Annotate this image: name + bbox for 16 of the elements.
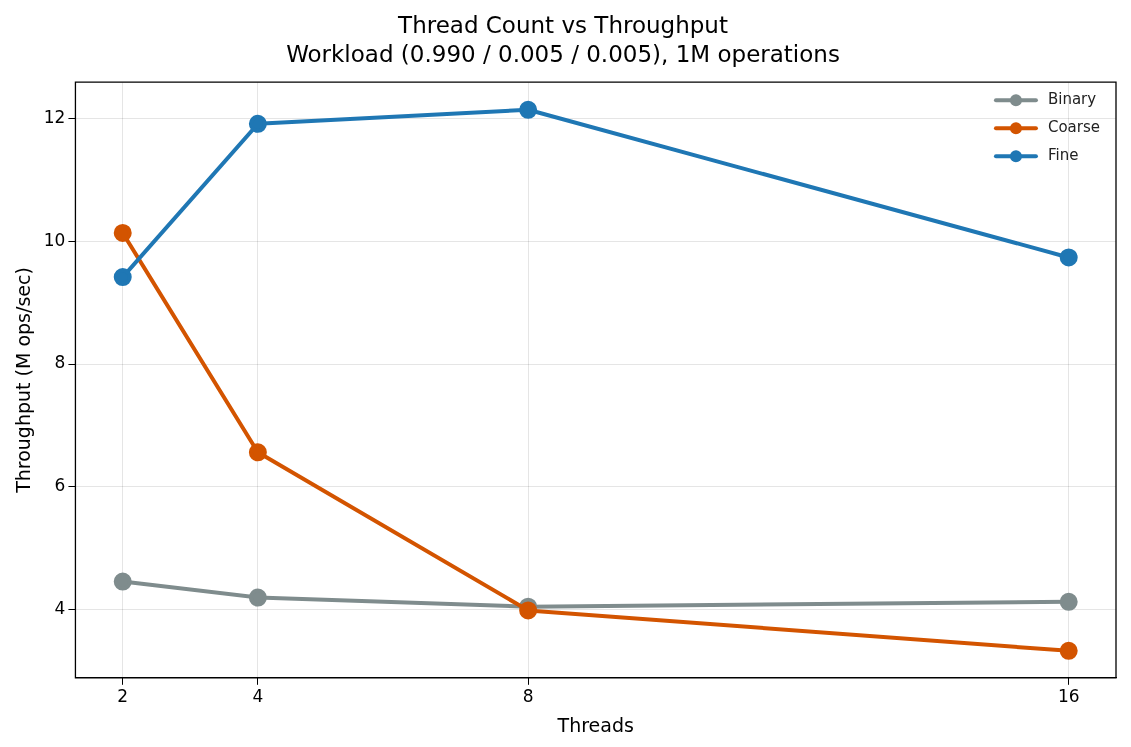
y-tick-label: 6 bbox=[54, 475, 66, 496]
chart-subtitle: Workload (0.990 / 0.005 / 0.005), 1M operations bbox=[286, 41, 840, 68]
y-tick-label: 4 bbox=[54, 597, 66, 618]
x-axis-title: Threads bbox=[556, 713, 634, 736]
legend-label: Binary bbox=[1047, 90, 1097, 109]
y-tick-label: 10 bbox=[43, 229, 66, 250]
x-tick-label: 4 bbox=[252, 686, 264, 707]
legend-label: Fine bbox=[1047, 146, 1079, 165]
y-axis-title: Throughput (M ops/sec) bbox=[12, 267, 35, 494]
x-tick-label: 2 bbox=[117, 686, 129, 707]
x-tick-label: 16 bbox=[1057, 686, 1080, 707]
y-tick-label: 8 bbox=[54, 352, 66, 373]
y-tick-label: 12 bbox=[43, 107, 66, 128]
chart-title: Thread Count vs Throughput bbox=[397, 11, 728, 38]
legend-label: Coarse bbox=[1047, 118, 1101, 137]
x-tick-label: 8 bbox=[522, 686, 534, 707]
